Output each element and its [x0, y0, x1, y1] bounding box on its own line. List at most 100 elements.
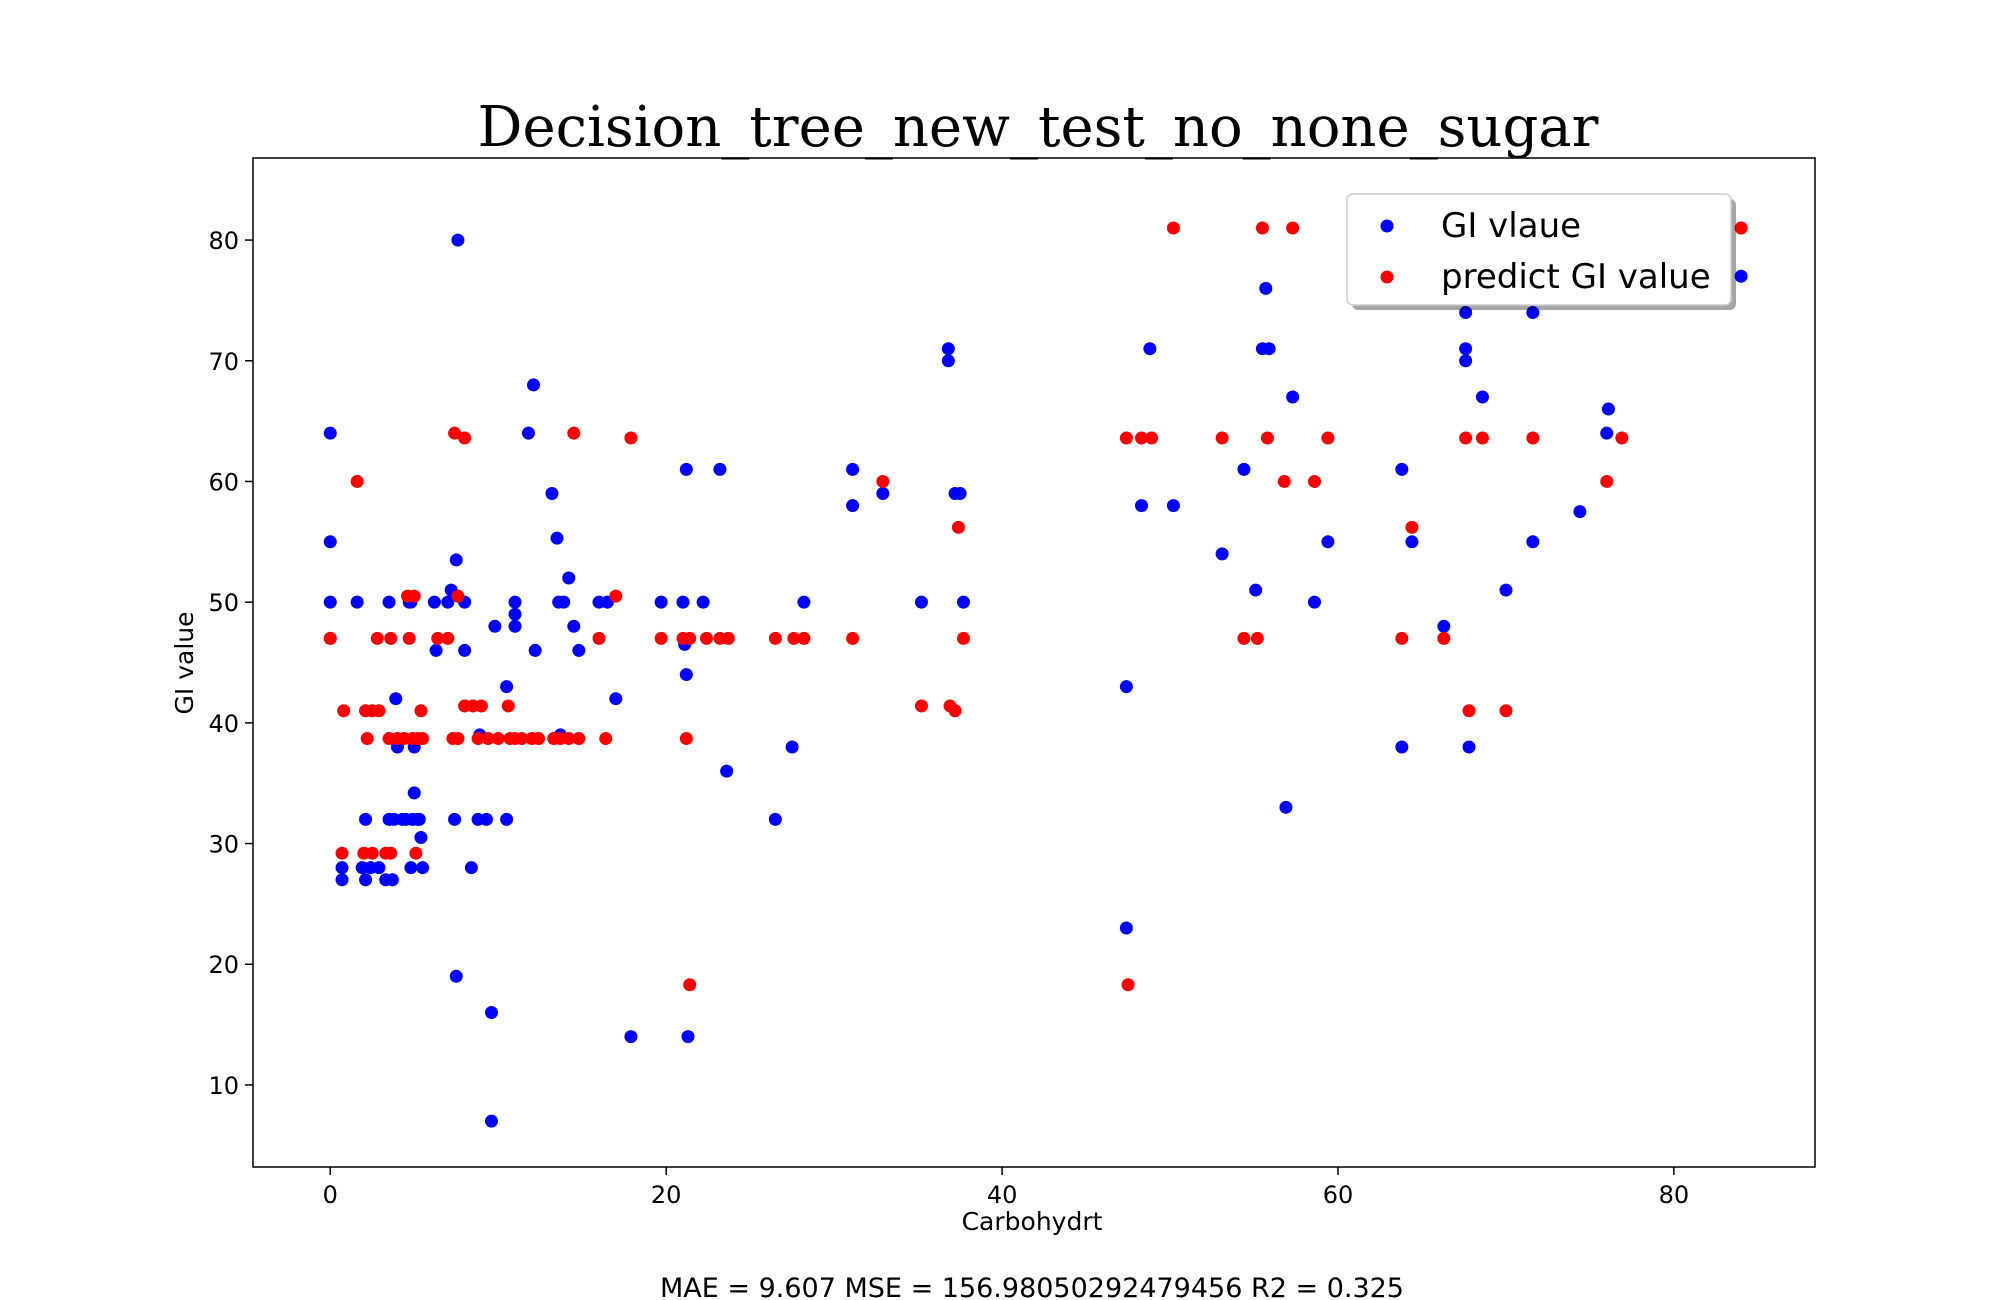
predict-gi-value-point: [1615, 431, 1629, 445]
gi-value-point: [359, 873, 373, 887]
predict-gi-value-point: [624, 431, 638, 445]
y-tick-label: 60: [208, 468, 239, 496]
predict-gi-value-point: [491, 732, 505, 746]
predict-gi-value-point: [360, 732, 374, 746]
predict-gi-value-point: [515, 732, 529, 746]
gi-value-point: [1459, 305, 1473, 319]
y-axis-label: GI value: [170, 612, 199, 715]
gi-value-point: [1395, 462, 1409, 476]
gi-value-point: [768, 812, 782, 826]
predict-gi-value-point: [1462, 704, 1476, 718]
gi-value-point: [1119, 680, 1133, 694]
gi-value-point: [681, 1030, 695, 1044]
gi-value-point: [500, 680, 514, 694]
predict-gi-value-point: [337, 704, 351, 718]
gi-value-point: [526, 378, 540, 392]
gi-value-point: [713, 462, 727, 476]
predict-gi-value-point: [501, 699, 515, 713]
gi-value-point: [1734, 269, 1748, 283]
predict-gi-value-point: [1121, 978, 1135, 992]
legend-label-gi-value: GI vlaue: [1441, 206, 1581, 246]
legend-marker-gi-value: [1380, 219, 1394, 233]
y-tick-label: 30: [208, 831, 239, 859]
predict-gi-value-point: [592, 631, 606, 645]
predict-gi-value-point: [481, 732, 495, 746]
gi-value-point: [846, 499, 860, 513]
predict-gi-value-point: [1395, 631, 1409, 645]
predict-gi-value-point: [948, 704, 962, 718]
predict-gi-value-point: [1255, 221, 1269, 235]
gi-value-point: [407, 786, 421, 800]
gi-value-point: [429, 643, 443, 657]
gi-value-point: [567, 619, 581, 633]
gi-value-point: [914, 595, 928, 609]
gi-value-point: [1321, 535, 1335, 549]
predict-gi-value-point: [1166, 221, 1180, 235]
predict-gi-value-point: [1321, 431, 1335, 445]
gi-value-point: [797, 595, 811, 609]
predict-gi-value-point: [1475, 431, 1489, 445]
gi-value-point: [451, 233, 465, 247]
gi-value-point: [679, 668, 693, 682]
predict-gi-value-point: [683, 631, 697, 645]
gi-value-point: [876, 487, 890, 501]
legend-label-predict-gi-value: predict GI value: [1441, 257, 1711, 297]
predict-gi-value-point: [370, 631, 384, 645]
predict-gi-value-point: [431, 631, 445, 645]
predict-gi-value-point: [1307, 474, 1321, 488]
gi-value-point: [335, 861, 349, 875]
predict-gi-value-point: [846, 631, 860, 645]
x-axis-label: Carbohydrt: [962, 1207, 1103, 1236]
predict-gi-value-point: [1499, 704, 1513, 718]
gi-value-point: [1143, 342, 1157, 356]
gi-value-point: [1262, 342, 1276, 356]
gi-value-point: [1307, 595, 1321, 609]
gi-value-point: [458, 643, 472, 657]
predict-gi-value-point: [1215, 431, 1229, 445]
gi-value-point: [1499, 583, 1513, 597]
gi-value-point: [1462, 740, 1476, 754]
gi-value-point: [1286, 390, 1300, 404]
gi-value-point: [654, 595, 668, 609]
predict-gi-value-point: [1437, 631, 1451, 645]
predict-gi-value-point: [679, 732, 693, 746]
predict-gi-value-point: [1286, 221, 1300, 235]
gi-value-point: [488, 619, 502, 633]
gi-value-point: [679, 462, 693, 476]
plot-area: [252, 157, 1816, 1168]
gi-value-point: [323, 426, 337, 440]
predict-gi-value-point: [458, 431, 472, 445]
predict-gi-value-point: [471, 732, 485, 746]
predict-gi-value-point: [416, 732, 430, 746]
y-tick-label: 70: [208, 348, 239, 376]
gi-value-point: [441, 595, 455, 609]
predict-gi-value-point: [914, 699, 928, 713]
x-axis: 0 20 40 60 80: [323, 1167, 1690, 1209]
x-tick-label: 80: [1659, 1181, 1690, 1209]
predict-gi-value-point: [1237, 631, 1251, 645]
gi-value-point: [448, 812, 462, 826]
predict-gi-value-point: [402, 631, 416, 645]
metrics-caption: MAE = 9.607 MSE = 156.98050292479456 R2 …: [660, 1273, 1404, 1300]
gi-value-point: [350, 595, 364, 609]
gi-value-point: [464, 861, 478, 875]
gi-value-point: [1475, 390, 1489, 404]
predict-gi-value-point: [441, 631, 455, 645]
y-tick-label: 80: [208, 227, 239, 255]
x-tick-label: 40: [987, 1181, 1018, 1209]
gi-value-point: [1459, 342, 1473, 356]
predict-gi-value-point: [1459, 431, 1473, 445]
gi-value-point: [1405, 535, 1419, 549]
gi-value-point: [508, 619, 522, 633]
gi-value-point: [412, 812, 426, 826]
gi-value-point: [389, 692, 403, 706]
predict-gi-value-point: [474, 699, 488, 713]
predict-gi-value-point: [451, 589, 465, 603]
gi-value-point: [479, 812, 493, 826]
gi-value-point: [545, 487, 559, 501]
gi-value-point: [528, 643, 542, 657]
predict-gi-value-point: [567, 426, 581, 440]
gi-value-point: [1395, 740, 1409, 754]
gi-value-point: [404, 861, 418, 875]
